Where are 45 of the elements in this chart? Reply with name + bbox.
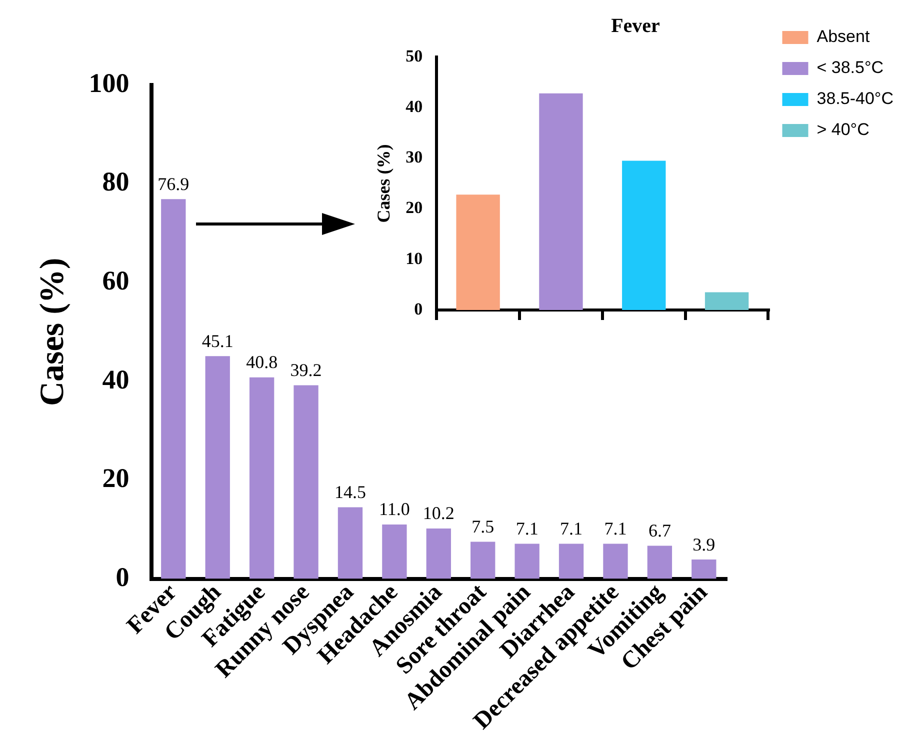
bar xyxy=(382,524,407,579)
y-tick-label: 10 xyxy=(406,248,423,268)
data-label: 39.2 xyxy=(290,360,322,380)
bar xyxy=(603,544,628,579)
y-tick-label: 40 xyxy=(406,96,423,116)
y-tick-label: 30 xyxy=(406,148,423,167)
bar xyxy=(647,546,672,579)
data-label: 7.1 xyxy=(560,518,583,538)
data-label: 40.8 xyxy=(246,352,278,372)
y-tick-label: 0 xyxy=(116,562,130,592)
bar xyxy=(470,542,496,579)
y-tick-label: 40 xyxy=(102,364,130,394)
data-label: 11.0 xyxy=(379,499,410,520)
y-tick-label: 0 xyxy=(414,299,423,318)
y-axis-title: Cases (%) xyxy=(34,258,72,406)
bar xyxy=(426,528,451,579)
y-tick-label: 100 xyxy=(88,68,130,98)
data-label: 6.7 xyxy=(648,520,671,540)
y-tick-label: 20 xyxy=(102,463,130,494)
data-label: 10.2 xyxy=(422,503,454,524)
data-label: 7.1 xyxy=(604,518,627,538)
bar xyxy=(249,377,274,579)
y-tick-label: 80 xyxy=(102,166,130,197)
y-axis-title: Cases (%) xyxy=(373,144,394,223)
bar xyxy=(338,507,363,579)
chart-title: Fever xyxy=(611,15,660,38)
data-label: 3.9 xyxy=(692,534,716,554)
bar xyxy=(161,199,186,579)
data-label: 7.1 xyxy=(516,518,538,538)
bar xyxy=(205,356,230,579)
y-tick-label: 50 xyxy=(406,46,423,66)
data-label: 7.5 xyxy=(472,516,494,537)
bar xyxy=(558,544,584,579)
bar xyxy=(692,560,716,579)
y-tick-label: 20 xyxy=(406,198,423,218)
data-label: 14.5 xyxy=(334,482,366,502)
data-label: 45.1 xyxy=(202,330,234,351)
y-tick-label: 60 xyxy=(102,265,130,296)
legend-label: < 38.5°C xyxy=(816,58,884,78)
data-label: 76.9 xyxy=(158,174,190,194)
legend-label: Absent xyxy=(816,27,870,46)
bar xyxy=(294,385,318,579)
legend-label: > 40°C xyxy=(816,120,870,140)
bar xyxy=(514,544,540,579)
legend-label: 38.5-40°C xyxy=(816,89,894,108)
